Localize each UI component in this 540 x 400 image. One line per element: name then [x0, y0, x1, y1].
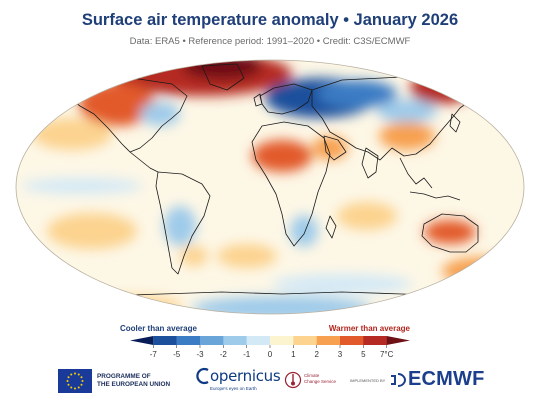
north-america-coast — [66, 77, 188, 153]
arabia-coast — [323, 135, 347, 161]
page-title: Surface air temperature anomaly • Januar… — [81, 11, 459, 29]
colorbar-tick-label: -7 — [150, 350, 158, 359]
colorbar-ticks: -7 -5 -3 -2 -1 0 1 2 3 5 7°C — [150, 345, 394, 359]
east-asia-warm-anomaly — [379, 122, 435, 150]
eu-star-icon — [80, 383, 83, 386]
eu-star-icon — [66, 380, 69, 382]
colorbar: -7 -5 -3 -2 -1 0 1 2 3 5 7°C — [130, 336, 410, 359]
c3s-icon — [284, 371, 302, 389]
sahara-warm-anomaly — [252, 140, 312, 172]
colorbar-cell — [316, 336, 341, 345]
colorbar-cell — [153, 336, 177, 345]
eu-star-icon — [77, 373, 80, 376]
indian-ocean-warm-anomaly — [337, 202, 397, 230]
cooler-label: Cooler than average — [120, 324, 197, 333]
eu-star-icon — [67, 383, 70, 386]
c3s-label: Climate Change Service — [304, 373, 336, 385]
colorbar-cell — [293, 336, 317, 345]
ecmwf-logo-text: ECMWF — [408, 368, 485, 390]
colorbar-tick-label: -1 — [243, 350, 251, 359]
eu-star-icon — [74, 372, 76, 375]
copernicus-c-icon — [196, 367, 209, 385]
colorbar-cell — [200, 336, 224, 345]
australia-coast — [421, 213, 479, 253]
globe-outline — [15, 59, 525, 315]
eu-line-1: PROGRAMME OF — [97, 373, 151, 380]
southern-ocean-warm-anomaly — [442, 257, 522, 285]
southern-africa-cool-anomaly — [290, 215, 318, 247]
eu-programme-label: PROGRAMME OF THE EUROPEAN UNION — [97, 373, 170, 389]
colorbar-tick-label: -3 — [196, 350, 204, 359]
anomaly-map — [15, 59, 525, 315]
south-america-cool-anomaly — [164, 206, 196, 246]
british-isles-coast — [253, 93, 263, 107]
colorbar-cells — [130, 336, 410, 345]
australia-warm-anomaly — [424, 220, 476, 244]
copernicus-tagline: Europe's eyes on Earth — [210, 386, 257, 391]
eu-star-icon — [77, 386, 80, 389]
south-america-coast — [155, 171, 211, 275]
copernicus-name: opernicus — [210, 367, 281, 385]
madagascar-coast — [325, 215, 337, 239]
colorbar-cell — [246, 336, 271, 345]
central-america-coast — [129, 151, 159, 173]
colorbar-tick-label: 3 — [338, 350, 343, 359]
colorbar-tick-label: 2 — [314, 350, 319, 359]
ecmwf-icon — [391, 373, 407, 387]
copernicus-logo: opernicus Europe's eyes on Earth — [196, 367, 281, 395]
colorbar-tick-label: 7°C — [380, 350, 394, 359]
eu-line-2: THE EUROPEAN UNION — [97, 381, 171, 388]
colorbar-cell — [130, 336, 154, 345]
eu-star-icon — [70, 373, 73, 376]
eu-star-icon — [67, 376, 70, 379]
antarctica-cool-anomaly — [192, 296, 372, 314]
indonesia-coast — [409, 191, 461, 201]
new-zealand-coast — [489, 253, 501, 271]
equatorial-pacific-cool-anomaly — [22, 178, 142, 194]
south-america-warm-anomaly — [180, 246, 208, 266]
india-coast — [361, 147, 379, 179]
north-pacific-warm-anomaly — [32, 118, 112, 150]
colorbar-cell — [270, 336, 294, 345]
colorbar-tick-label: -5 — [173, 350, 181, 359]
colorbar-cell — [386, 336, 410, 345]
colorbar-cell — [340, 336, 364, 345]
page-subtitle: Data: ERA5 • Reference period: 1991–2020… — [129, 36, 411, 47]
colorbar-tick-label: -2 — [220, 350, 228, 359]
c3s-line-2: Change Service — [304, 379, 337, 384]
eu-star-icon — [74, 387, 76, 390]
footer: PROGRAMME OF THE EUROPEAN UNION opernicu… — [0, 362, 540, 400]
siberia-cold-anomaly — [317, 80, 397, 108]
southern-ocean-cool-anomaly — [272, 274, 412, 294]
c3s-line-1: Climate — [304, 373, 320, 378]
warmer-label: Warmer than average — [328, 324, 410, 333]
eastern-us-cool-anomaly — [140, 102, 180, 126]
southeast-asia-coast — [399, 157, 433, 189]
greenland-warm-anomaly — [182, 60, 262, 80]
colorbar-cell — [176, 336, 201, 345]
colorbar-cell — [363, 336, 387, 345]
east-siberia-warm-anomaly — [410, 72, 474, 104]
eu-star-icon — [70, 386, 73, 389]
central-asia-cool-anomaly — [377, 99, 437, 123]
greenland-coast — [201, 63, 245, 91]
eu-star-icon — [80, 376, 83, 379]
south-pacific-warm-anomaly — [47, 213, 137, 249]
antarctica-warm-anomaly — [82, 296, 182, 314]
implemented-by-label: IMPLEMENTED BY — [350, 378, 386, 383]
europe-coast — [259, 83, 313, 115]
colorbar-tick-label: 0 — [268, 350, 273, 359]
africa-coast — [251, 121, 331, 247]
eu-star-icon — [81, 380, 84, 382]
colorbar-tick-label: 1 — [291, 350, 296, 359]
eu-flag-icon — [58, 369, 92, 393]
colorbar-tick-label: 5 — [361, 350, 366, 359]
south-atlantic-warm-anomaly — [217, 244, 277, 268]
japan-coast — [449, 113, 461, 133]
colorbar-cell — [223, 336, 247, 345]
